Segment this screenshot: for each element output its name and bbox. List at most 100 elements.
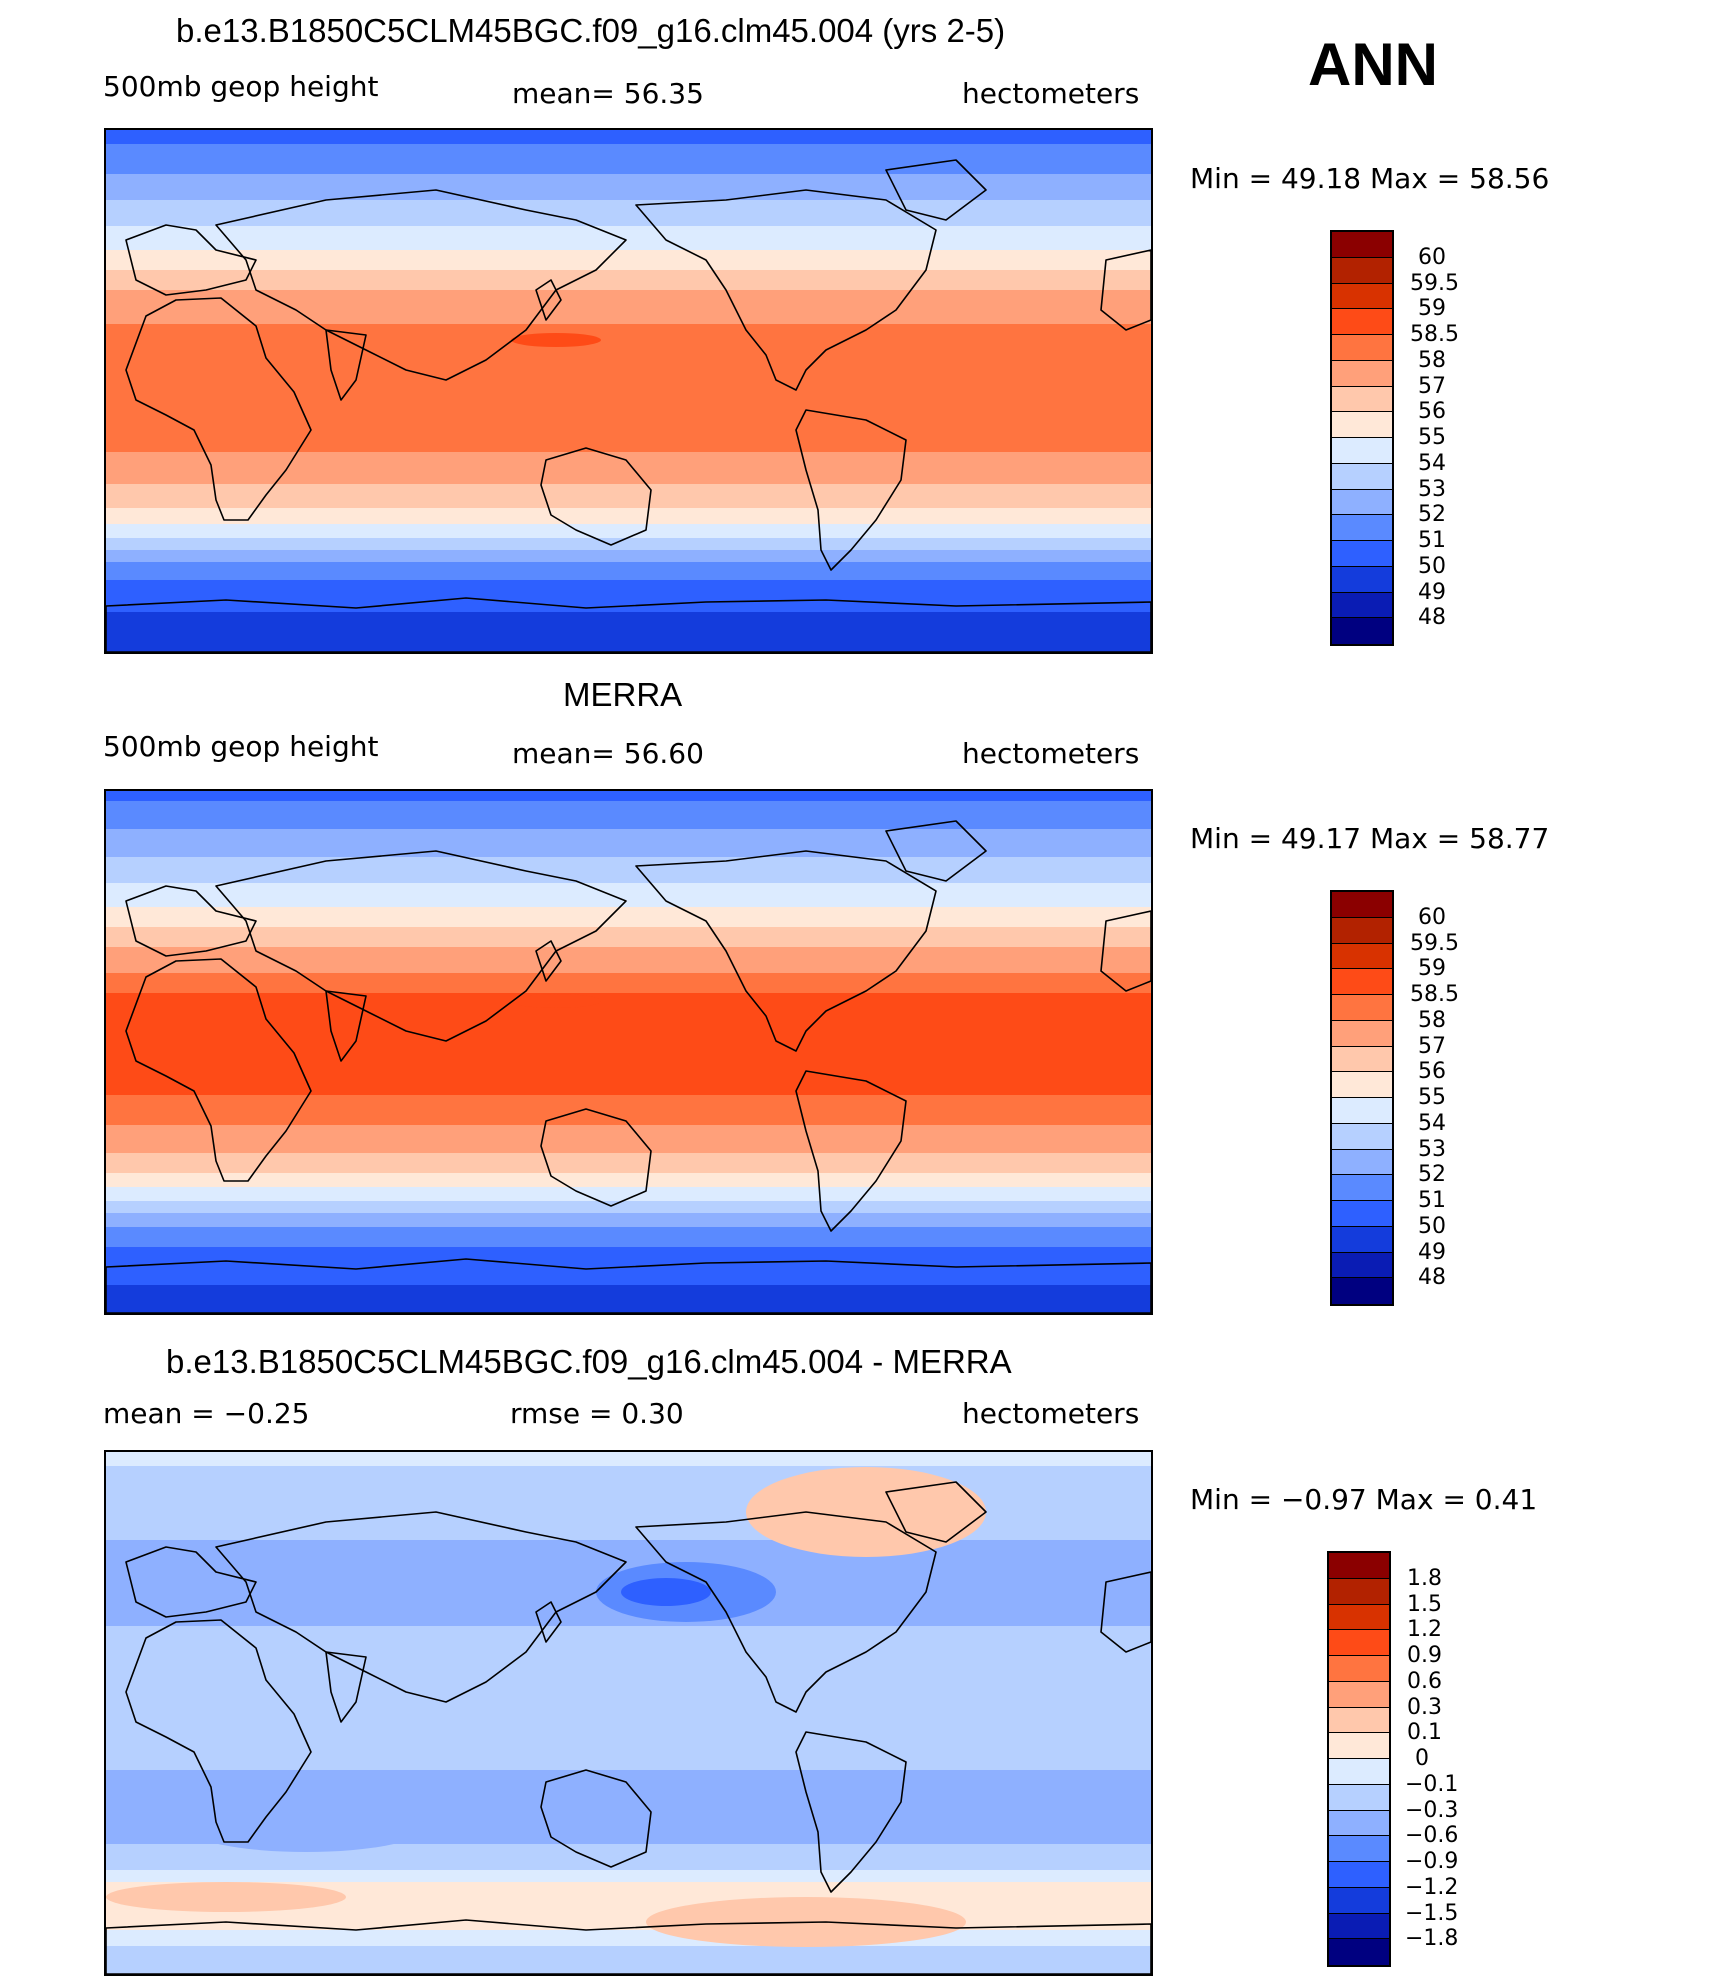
field-band [106, 1782, 1151, 1785]
colorbar-swatch [1332, 360, 1392, 387]
field-band [106, 1922, 1151, 1925]
field-band [106, 184, 1151, 187]
field-band [106, 1121, 1151, 1124]
field-band [106, 426, 1151, 429]
field-band [106, 1790, 1151, 1793]
field-band [106, 883, 1151, 886]
field-band [106, 877, 1151, 880]
coastline [885, 1481, 987, 1543]
field-band [106, 430, 1151, 433]
field-band [106, 202, 1151, 205]
colorbar-swatch [1329, 1553, 1389, 1579]
field-band [106, 1307, 1151, 1310]
field-band [106, 995, 1151, 998]
field-band [106, 1952, 1151, 1955]
field-band [106, 927, 1151, 930]
field-band [106, 230, 1151, 233]
field-band [106, 963, 1151, 966]
field-band [106, 372, 1151, 375]
field-band [106, 857, 1151, 860]
field-band [106, 134, 1151, 137]
field-band [106, 382, 1151, 385]
field-band [106, 1013, 1151, 1016]
field-band [106, 438, 1151, 441]
field-band [106, 801, 1151, 804]
field-band [106, 376, 1151, 379]
field-band [106, 644, 1151, 647]
field-anomaly [646, 1780, 866, 1840]
field-band [106, 1660, 1151, 1663]
field-band [106, 206, 1151, 209]
field-band [106, 825, 1151, 828]
field-band [106, 959, 1151, 962]
field-band [106, 1067, 1151, 1070]
field-band [106, 859, 1151, 862]
field-band [106, 1201, 1151, 1204]
field-band [106, 466, 1151, 469]
coastline [125, 958, 312, 1182]
field-band [106, 1177, 1151, 1180]
field-band [106, 943, 1151, 946]
field-band [106, 1944, 1151, 1947]
colorbar-tick-label: 51 [1418, 528, 1446, 553]
field-band [106, 178, 1151, 181]
field-band [106, 1247, 1151, 1250]
field-band [106, 1678, 1151, 1681]
colorbar-swatch [1332, 566, 1392, 593]
field-band [106, 1752, 1151, 1755]
field-band [106, 1680, 1151, 1683]
field-band [106, 1139, 1151, 1142]
field-band [106, 1812, 1151, 1815]
field-band [106, 1958, 1151, 1961]
colorbar-tick-label: 59.5 [1410, 930, 1459, 956]
field-band [106, 282, 1151, 285]
colorbar-tick-label: 52 [1418, 502, 1446, 528]
colorbar-swatch [1332, 515, 1392, 541]
field-band [106, 222, 1151, 225]
colorbar-swatch [1332, 592, 1392, 619]
field-band [106, 969, 1151, 972]
colorbar-tick-label: 53 [1418, 1136, 1446, 1162]
field-band [106, 1281, 1151, 1284]
field-band [106, 933, 1151, 936]
field-band [106, 300, 1151, 303]
field-band [106, 324, 1151, 327]
field-band [106, 1311, 1151, 1313]
field-band [106, 198, 1151, 201]
field-band [106, 290, 1151, 293]
colorbar-swatch [1332, 1252, 1392, 1279]
field-band [106, 885, 1151, 888]
field-band [106, 244, 1151, 247]
field-band [106, 855, 1151, 858]
field-band [106, 176, 1151, 179]
field-band [106, 264, 1151, 267]
colorbar-tick-label: 48 [1418, 1265, 1446, 1291]
field-band [106, 402, 1151, 405]
field-band [106, 1484, 1151, 1487]
field-band [106, 1524, 1151, 1527]
field-band [106, 1924, 1151, 1927]
field-band [106, 464, 1151, 467]
field-band [106, 1722, 1151, 1725]
field-band [106, 1936, 1151, 1939]
field-band [106, 1221, 1151, 1224]
colorbar-tick-label: 59.5 [1410, 270, 1459, 296]
coastline [540, 447, 652, 546]
field-band [106, 440, 1151, 443]
field-band [106, 917, 1151, 920]
field-band [106, 520, 1151, 523]
field-band [106, 1632, 1151, 1635]
field-band [106, 210, 1151, 213]
field-band [106, 1742, 1151, 1745]
field-band [106, 1033, 1151, 1036]
field-band [106, 348, 1151, 351]
field-band [106, 1003, 1151, 1006]
field-band [106, 240, 1151, 243]
field-band [106, 991, 1151, 994]
field-band [106, 1744, 1151, 1747]
field-band [106, 919, 1151, 922]
field-band [106, 130, 1151, 133]
field-band [106, 999, 1151, 1002]
field-band [106, 1856, 1151, 1859]
field-band [106, 162, 1151, 165]
